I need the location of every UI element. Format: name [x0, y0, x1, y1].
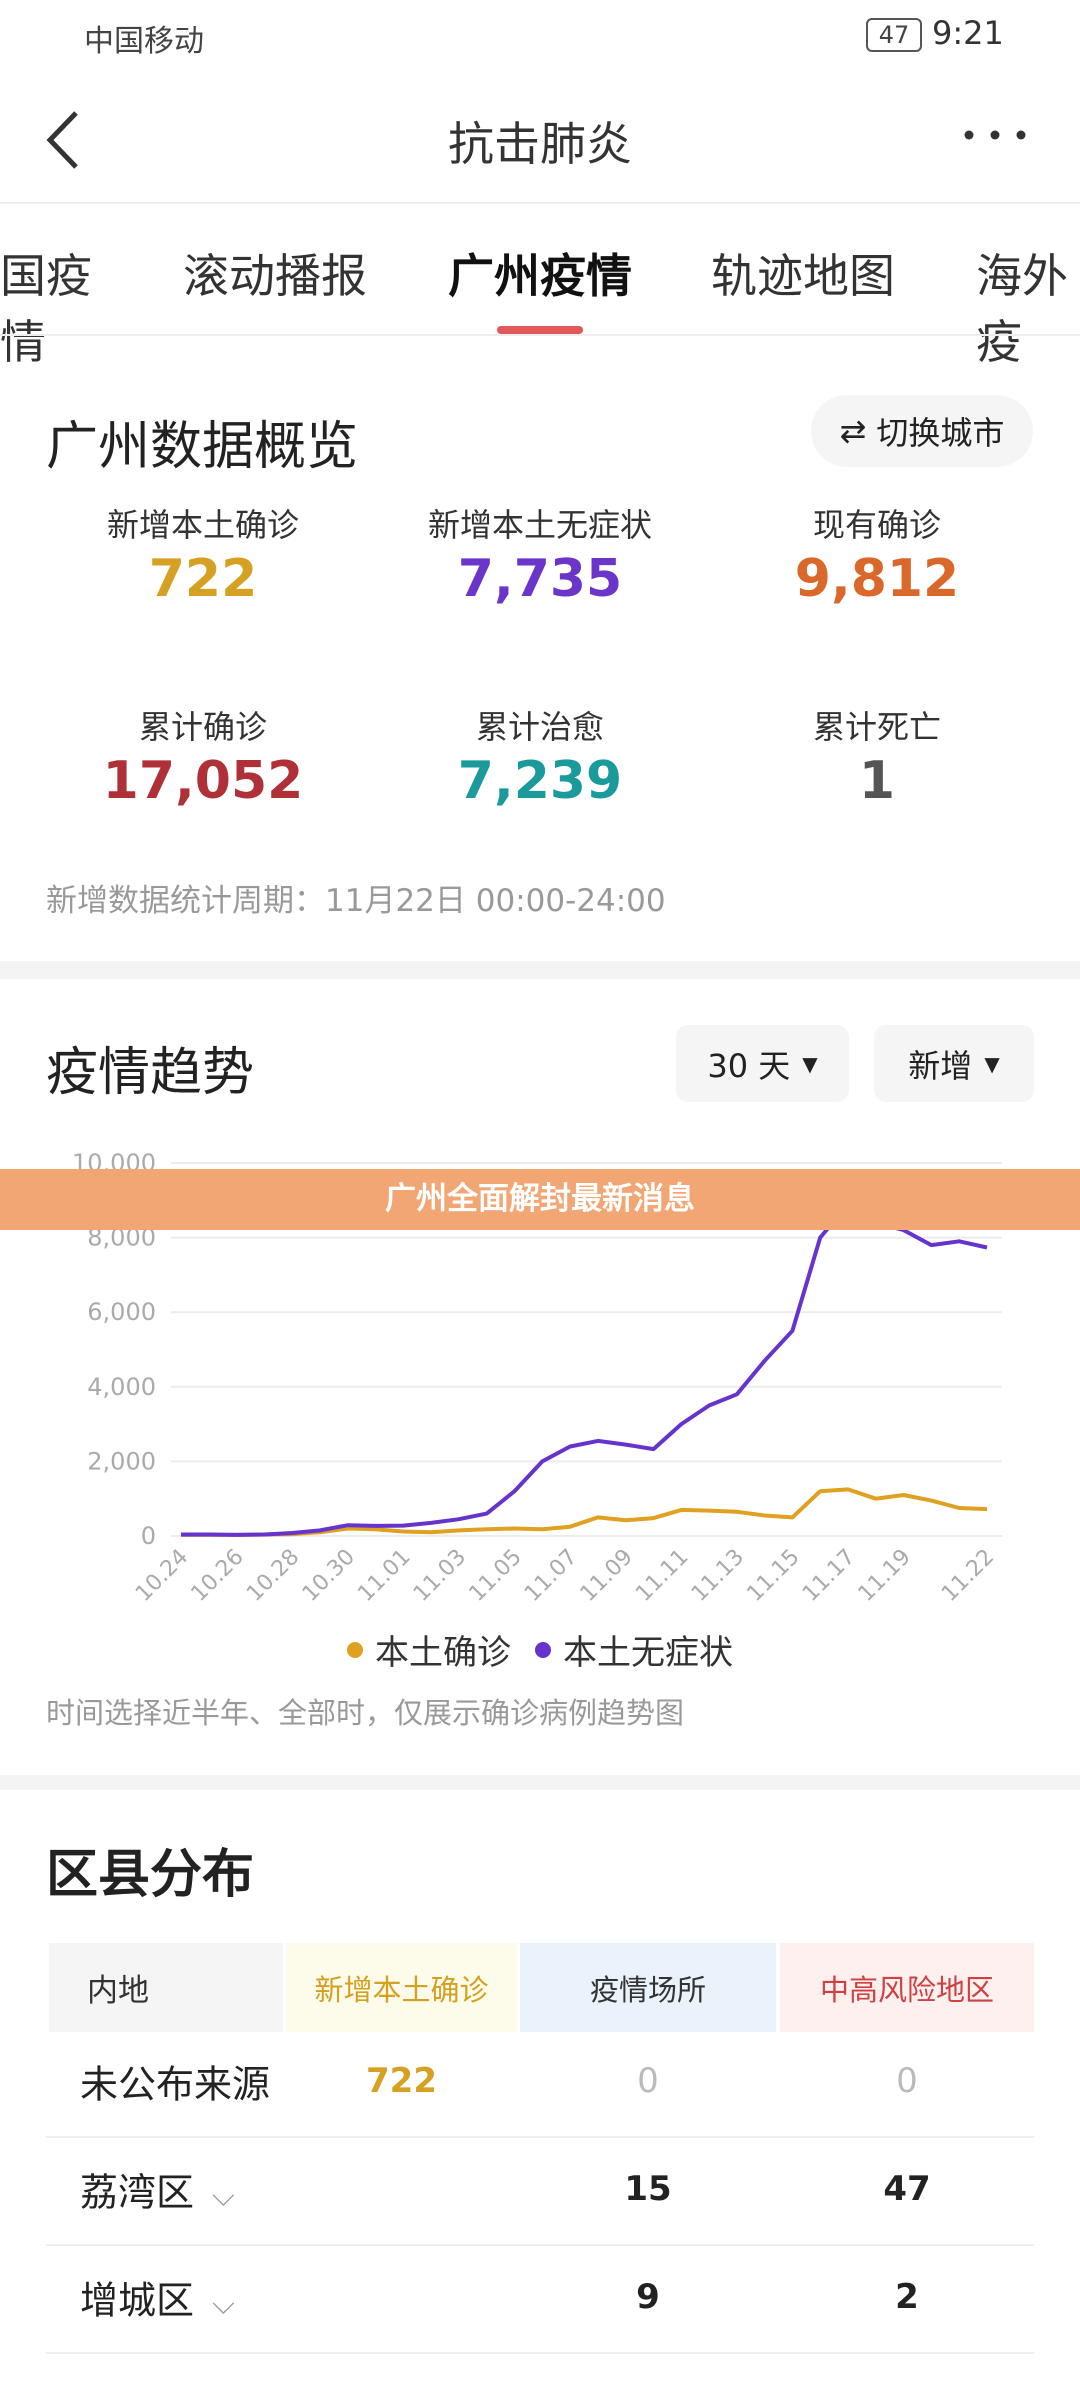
x-tick-label: 10.30 — [298, 1545, 360, 1607]
stat-label: 累计治愈 — [475, 708, 605, 746]
x-tick-label: 10.26 — [187, 1545, 249, 1607]
stat-label: 累计确诊 — [138, 708, 268, 746]
stat-value: 17,052 — [102, 751, 304, 811]
legend-item: 本土无症状 — [535, 1625, 733, 1674]
clock: 9:21 — [932, 14, 1004, 52]
back-button[interactable] — [40, 105, 90, 175]
legend-swatch — [535, 1641, 551, 1658]
x-tick-label: 11.13 — [687, 1545, 749, 1607]
x-tick-label: 11.11 — [631, 1545, 693, 1607]
legend: 本土确诊 本土无症状 — [335, 1625, 745, 1674]
stat-value: 9,812 — [794, 549, 960, 609]
table-cell: 0 — [896, 2061, 918, 2101]
separator — [0, 1775, 1080, 1790]
legend-swatch — [347, 1641, 363, 1658]
row-divider — [46, 2244, 1034, 2246]
tab-indicator — [497, 326, 583, 334]
tab[interactable]: 滚动播报 — [183, 249, 367, 303]
tab[interactable]: 轨迹地图 — [711, 249, 895, 303]
table-header: 内地 — [49, 1943, 283, 2032]
district-name: 未公布来源 — [80, 2062, 271, 2107]
separator — [0, 961, 1080, 979]
x-tick-label: 11.05 — [465, 1545, 527, 1607]
note: 时间选择近半年、全部时，仅展示确诊病例趋势图 — [46, 1696, 685, 1730]
x-tick-label: 11.19 — [854, 1545, 916, 1607]
note: 新增数据统计周期：11月22日 00:00-24:00 — [46, 883, 666, 919]
x-tick-label: 11.22 — [937, 1545, 999, 1607]
stat-value: 7,735 — [457, 549, 623, 609]
x-tick-label: 11.03 — [409, 1545, 471, 1607]
section-title: 广州数据概览 — [46, 417, 359, 477]
table-cell: 47 — [883, 2169, 931, 2209]
legend-item: 本土确诊 — [347, 1625, 511, 1674]
table-header: 中高风险地区 — [780, 1943, 1034, 2032]
table-cell: 722 — [366, 2061, 437, 2101]
stat-label: 累计死亡 — [812, 708, 942, 746]
mode-select[interactable]: 新增 ▼ — [874, 1025, 1034, 1102]
switch-city-button[interactable]: ⇄ 切换城市 — [811, 395, 1033, 467]
table-cell: 0 — [637, 2061, 659, 2101]
x-tick-label: 11.15 — [742, 1545, 804, 1607]
range-select[interactable]: 30 天 ▼ — [676, 1025, 849, 1102]
divider — [0, 334, 1080, 336]
select-label: 新增 — [908, 1046, 973, 1085]
row-divider — [46, 2136, 1034, 2138]
district-name[interactable]: 荔湾区 ⌵ — [80, 2170, 235, 2215]
x-tick-label: 10.24 — [131, 1545, 193, 1607]
legend-label: 本土确诊 — [375, 1633, 511, 1673]
divider — [0, 202, 1080, 204]
stat-value: 722 — [148, 549, 258, 609]
stat-label: 现有确诊 — [812, 506, 942, 544]
stat-label: 新增本土无症状 — [427, 506, 653, 544]
battery: 47 — [866, 18, 922, 52]
tab[interactable]: 海外疫 — [976, 249, 1068, 369]
tab[interactable]: 广州疫情 — [448, 249, 632, 303]
table-cell: 9 — [636, 2277, 660, 2317]
button-label: 切换城市 — [876, 414, 1005, 452]
section-title: 疫情趋势 — [46, 1043, 255, 1103]
y-tick-label: 2,000 — [87, 1447, 156, 1475]
legend-label: 本土无症状 — [563, 1633, 733, 1673]
banner[interactable]: 广州全面解封最新消息 — [0, 1169, 1080, 1230]
series-line — [181, 1202, 988, 1537]
y-tick-label: 4,000 — [87, 1373, 156, 1401]
district-name[interactable]: 增城区 ⌵ — [80, 2278, 235, 2323]
y-tick-label: 0 — [141, 1522, 156, 1550]
table-header: 新增本土确诊 — [286, 1943, 517, 2032]
more-button[interactable] — [960, 125, 1030, 145]
table-header: 疫情场所 — [520, 1943, 776, 2032]
tab[interactable]: 国疫情 — [0, 249, 92, 369]
table-cell: 15 — [624, 2169, 672, 2209]
x-tick-label: 11.01 — [353, 1545, 415, 1607]
x-tick-label: 11.17 — [798, 1545, 860, 1607]
carrier: 中国移动 — [84, 24, 204, 59]
page-title: 抗击肺炎 — [448, 117, 632, 171]
table-cell: 2 — [895, 2277, 919, 2317]
y-tick-label: 6,000 — [87, 1298, 156, 1326]
row-divider — [46, 2352, 1034, 2354]
x-tick-label: 11.09 — [576, 1545, 638, 1607]
stat-value: 7,239 — [457, 751, 623, 811]
x-tick-label: 11.07 — [520, 1545, 582, 1607]
stat-value: 1 — [858, 751, 896, 811]
x-tick-label: 10.28 — [242, 1545, 304, 1607]
select-label: 30 天 — [707, 1046, 791, 1085]
section-title: 区县分布 — [46, 1845, 255, 1905]
series-line — [181, 1487, 988, 1537]
stat-label: 新增本土确诊 — [106, 506, 300, 544]
